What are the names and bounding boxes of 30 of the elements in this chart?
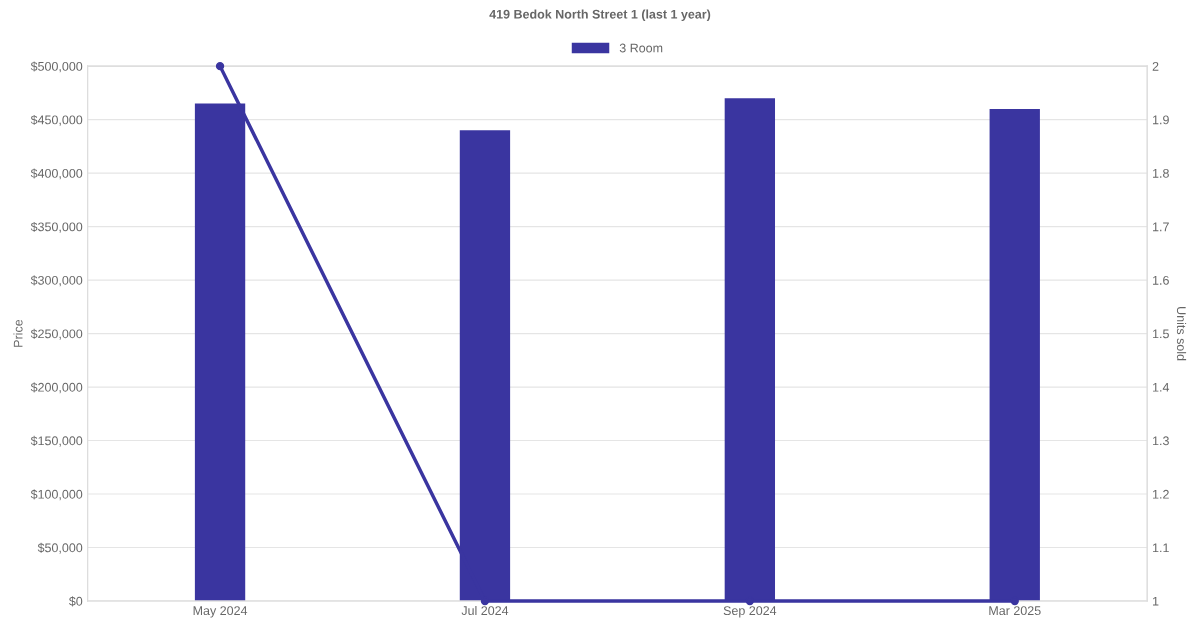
- y2-tick-label: 2: [1152, 61, 1159, 71]
- y2-tick-label: 1.9: [1153, 115, 1169, 125]
- y-tick-label: $100,000: [30, 489, 83, 501]
- y-tick-label: $500,000: [30, 61, 83, 73]
- legend-label: 3 Room: [619, 43, 663, 53]
- y2-axis-title: Units sold: [1176, 307, 1187, 361]
- y2-tick-label: 1.8: [1153, 168, 1169, 178]
- chart-title: 419 Bedok North Street 1 (last 1 year): [489, 9, 711, 22]
- x-tick-label: Sep 2024: [723, 606, 777, 618]
- y2-tick-label: 1.4: [1153, 383, 1170, 392]
- x-tick-label: May 2024: [193, 606, 248, 618]
- x-tick-label: Mar 2025: [989, 606, 1041, 616]
- y2-tick-label: 1.5: [1153, 329, 1169, 339]
- y-tick-label: $200,000: [30, 382, 83, 394]
- y2-tick-label: 1.3: [1153, 436, 1169, 446]
- y2-tick-label: 1.1: [1153, 543, 1169, 553]
- y-axis-title: Price: [13, 319, 23, 347]
- y-tick-label: $250,000: [30, 328, 83, 340]
- y-tick-label: $300,000: [30, 275, 83, 287]
- y2-tick-label: 1.2: [1153, 489, 1169, 499]
- y-tick-label: $400,000: [30, 168, 83, 180]
- y2-tick-label: 1: [1153, 596, 1159, 606]
- y-tick-label: $0: [68, 596, 83, 607]
- y2-tick-label: 1.6: [1153, 275, 1169, 285]
- y-tick-label: $350,000: [30, 221, 83, 233]
- y-tick-label: $50,000: [37, 542, 83, 554]
- y-tick-label: $150,000: [30, 435, 83, 447]
- x-tick-label: Jul 2024: [461, 605, 509, 616]
- y2-tick-label: 1.7: [1153, 222, 1169, 232]
- y-tick-label: $450,000: [30, 114, 83, 126]
